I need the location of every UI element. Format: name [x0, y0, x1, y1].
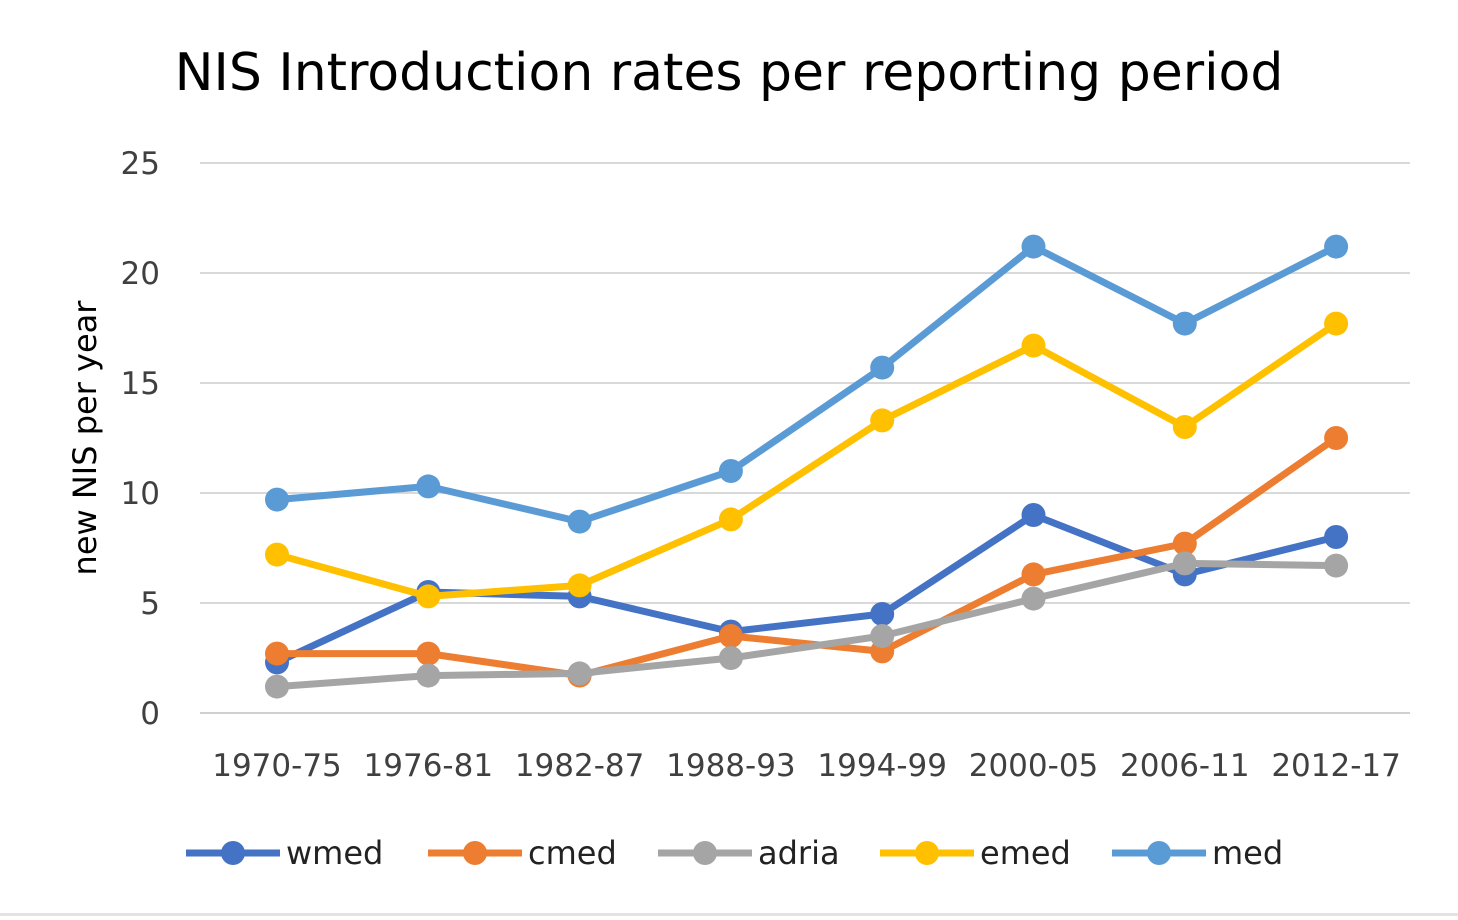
data-point-wmed	[1021, 503, 1046, 527]
y-axis-label: new NIS per year	[66, 300, 104, 576]
legend-swatch-marker	[463, 841, 487, 865]
data-point-wmed	[1324, 525, 1349, 549]
legend-item-adria: adria	[658, 834, 840, 872]
data-point-cmed	[1172, 531, 1197, 556]
data-point-emed	[1021, 333, 1046, 358]
legend-item-cmed: cmed	[428, 834, 617, 872]
series-line-adria	[273, 559, 1340, 691]
data-point-adria	[567, 661, 592, 686]
legend-item-med: med	[1112, 834, 1283, 872]
x-axis-ticks: 1970-75 1976-81 1982-87 1988-93 1994-99 2000-…	[212, 748, 1401, 784]
x-tick-label: 1970-75	[212, 748, 342, 784]
x-tick-label: 2000-05	[969, 748, 1099, 784]
series-emed	[265, 311, 1349, 609]
y-tick-label: 5	[140, 586, 160, 622]
legend-label: emed	[980, 834, 1071, 872]
legend-swatch-marker	[693, 841, 717, 865]
legend-label: med	[1212, 834, 1283, 872]
data-point-emed	[870, 408, 895, 433]
data-point-cmed	[265, 641, 289, 666]
y-tick-label: 25	[121, 146, 160, 182]
x-tick-label: 1982-87	[515, 748, 645, 784]
legend-label: wmed	[286, 834, 383, 872]
gridlines	[200, 162, 1410, 714]
x-tick-label: 1988-93	[666, 748, 796, 784]
data-point-med	[567, 509, 592, 534]
data-point-emed	[1172, 415, 1197, 439]
series-med	[265, 234, 1349, 534]
data-point-adria	[718, 646, 743, 670]
data-point-med	[1324, 234, 1349, 259]
data-point-cmed	[416, 641, 441, 666]
legend: wmed cmed adria emed med	[186, 834, 1283, 872]
data-point-emed	[416, 584, 441, 609]
legend-swatch-marker	[1147, 841, 1171, 865]
data-point-emed	[265, 542, 289, 567]
legend-item-emed: emed	[880, 834, 1071, 872]
data-point-med	[1172, 311, 1197, 336]
data-point-emed	[1324, 311, 1349, 336]
series-line-emed	[273, 320, 1340, 600]
legend-label: adria	[758, 834, 840, 872]
series-lines	[265, 234, 1349, 699]
legend-label: cmed	[528, 834, 617, 872]
data-point-adria	[1324, 553, 1349, 578]
y-tick-label: 10	[121, 476, 160, 512]
data-point-adria	[416, 663, 441, 688]
data-point-wmed	[870, 602, 895, 626]
data-point-cmed	[1324, 426, 1349, 450]
series-line-med	[273, 243, 1340, 526]
bottom-divider	[0, 913, 1458, 916]
data-point-emed	[567, 573, 592, 598]
data-point-med	[870, 355, 895, 380]
data-point-med	[1021, 234, 1046, 259]
data-point-cmed	[718, 624, 743, 648]
y-tick-label: 20	[121, 256, 160, 292]
data-point-adria	[265, 674, 289, 699]
data-point-adria	[870, 624, 895, 648]
y-tick-label: 0	[140, 696, 160, 732]
data-point-med	[416, 474, 441, 499]
x-tick-label: 1994-99	[817, 748, 947, 784]
x-tick-label: 2006-11	[1120, 748, 1250, 784]
data-point-adria	[1021, 586, 1046, 611]
legend-item-wmed: wmed	[186, 834, 383, 872]
x-tick-label: 1976-81	[364, 748, 494, 784]
legend-swatch-marker	[221, 841, 245, 865]
series-adria	[265, 551, 1349, 699]
data-point-adria	[1172, 551, 1197, 576]
y-axis-ticks: 0 5 10 15 20 25	[121, 146, 160, 732]
chart-title: NIS Introduction rates per reporting per…	[175, 43, 1284, 103]
legend-swatch-marker	[915, 841, 939, 865]
x-tick-label: 2012-17	[1271, 748, 1401, 784]
data-point-med	[265, 487, 289, 512]
data-point-emed	[718, 507, 743, 532]
y-tick-label: 15	[121, 366, 160, 402]
data-point-cmed	[1021, 562, 1046, 587]
data-point-med	[718, 459, 743, 483]
